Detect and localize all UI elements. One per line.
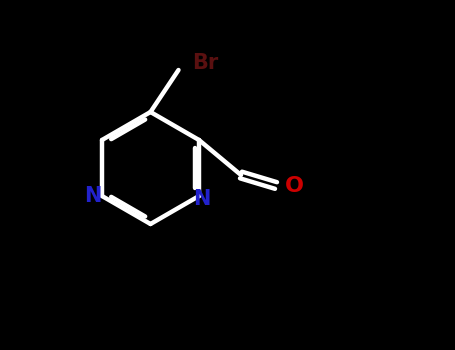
Text: Br: Br [192,53,219,73]
Text: N: N [85,186,102,206]
Text: N: N [193,189,211,210]
Text: O: O [285,175,304,196]
